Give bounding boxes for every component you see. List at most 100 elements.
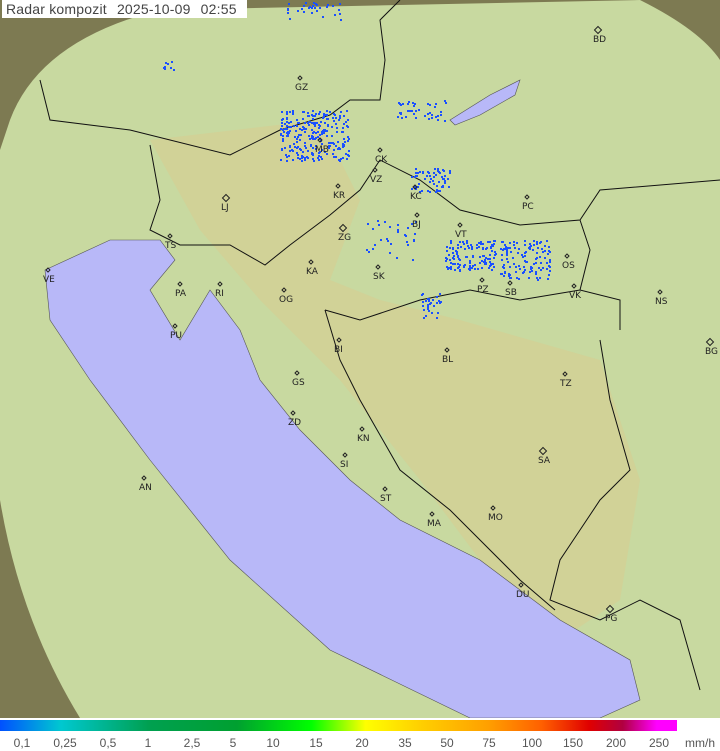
rain-echo [289,18,291,20]
rain-echo [500,248,502,250]
city-label: BG [705,347,718,357]
rain-echo [378,224,380,226]
rain-echo [523,266,525,268]
rain-echo [536,243,538,245]
city-marker-bd: BD [593,25,606,45]
rain-echo [539,277,541,279]
city-marker-mo: MO [488,505,503,523]
city-label: BL [442,355,453,365]
rain-echo [459,264,461,266]
rain-echo [524,252,526,254]
city-icon [507,280,513,286]
rain-echo [342,143,344,145]
rain-echo [546,240,548,242]
rain-echo [314,7,316,9]
rain-echo [415,172,417,174]
rain-echo [311,122,313,124]
legend-tick: 250 [648,736,670,750]
rain-echo [450,268,452,270]
map-title: Radar kompozit 2025-10-09 02:55 [2,0,247,18]
rain-echo [437,119,439,121]
rain-echo [502,249,504,251]
city-label: SK [373,272,386,282]
rain-echo [302,156,304,158]
rain-echo [280,159,282,161]
rain-echo [293,143,295,145]
city-label: VZ [370,175,382,185]
adriatic-sea [44,239,641,718]
rain-echo [493,257,495,259]
rain-echo [415,110,417,112]
city-icon [414,212,420,218]
rain-echo [326,135,328,137]
rain-echo [440,111,442,113]
rain-echo [436,317,438,319]
rain-echo [480,243,482,245]
rain-echo [319,151,321,153]
rain-echo [338,9,340,11]
city-marker-bg: BG [705,337,718,357]
rain-echo [289,145,291,147]
rain-echo [516,277,518,279]
rain-echo [421,190,423,192]
city-icon [571,283,577,289]
rain-echo [320,156,322,158]
rain-echo [322,16,324,18]
rain-echo [288,3,290,5]
rain-echo [422,301,424,303]
title-date: 2025-10-09 [116,1,191,17]
rain-echo [532,249,534,251]
rain-echo [411,223,413,225]
rain-echo [453,255,455,257]
rain-echo [422,172,424,174]
rain-echo [297,10,299,12]
legend-tick: 200 [605,736,627,750]
rain-echo [328,147,330,149]
rain-echo [417,172,419,174]
city-icon [172,323,178,329]
rain-echo [318,159,320,161]
rain-echo [503,264,505,266]
legend-tick: 0,1 [13,736,31,750]
rain-echo [387,240,389,242]
rain-echo [509,266,511,268]
rain-echo [547,253,549,255]
rain-echo [518,248,520,250]
legend-tick: 50 [440,736,454,750]
rain-echo [319,134,321,136]
rain-echo [321,143,323,145]
rain-echo [525,261,527,263]
rain-echo [433,183,435,185]
radar-map[interactable]: GZ MB CK VZ KR KC BJ PC ZG LJ TS VE RI KA SK VT OS PZ SB VK… [0,0,720,718]
rain-echo [414,103,416,105]
rain-echo [324,130,326,132]
city-label: SB [505,288,517,298]
rain-echo [315,145,317,147]
rain-echo [308,124,310,126]
rain-echo [427,304,429,306]
city-marker-zg: ZG [338,223,351,243]
rain-echo [478,246,480,248]
rain-echo [286,156,288,158]
rain-echo [400,113,402,115]
rain-echo [428,300,430,302]
rain-echo [437,168,439,170]
rain-echo [544,250,546,252]
rain-echo [301,129,303,131]
rain-echo [319,111,321,113]
rain-echo [471,248,473,250]
rain-echo [281,119,283,121]
rain-echo [477,268,479,270]
rain-echo [449,259,451,261]
rain-echo [312,147,314,149]
city-marker-pg: PG [605,604,617,624]
rain-echo [476,244,478,246]
rain-echo [346,158,348,160]
rain-echo [312,153,314,155]
rain-echo [290,121,292,123]
rain-echo [283,131,285,133]
rain-echo [307,115,309,117]
rain-echo [414,176,416,178]
rain-echo [536,252,538,254]
city-label: BD [593,35,606,45]
